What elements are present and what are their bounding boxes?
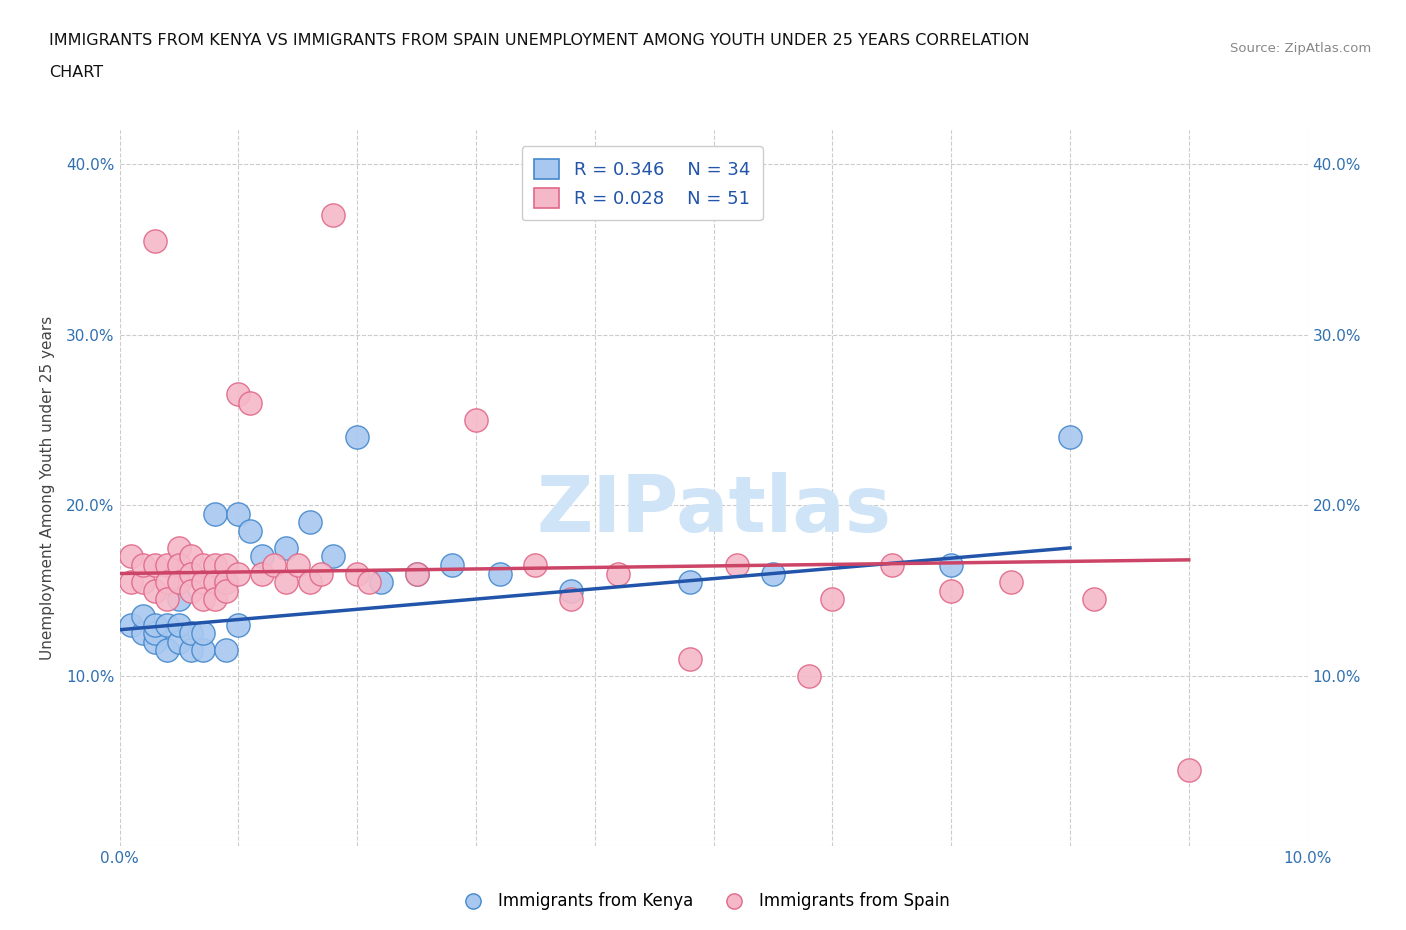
Point (215, 583, 238, 598)
Point (287, 558, 309, 573)
Point (191, 558, 214, 573)
Point (464, 413, 486, 428)
Point (204, 507, 226, 522)
Point (132, 609, 155, 624)
Point (370, 575, 392, 590)
Point (322, 208, 344, 223)
Point (167, 540, 190, 555)
Point (191, 575, 214, 590)
Point (120, 549, 142, 564)
Legend: Immigrants from Kenya, Immigrants from Spain: Immigrants from Kenya, Immigrants from S… (449, 885, 957, 917)
Point (441, 558, 464, 573)
Point (311, 566, 333, 581)
Point (1083, 591, 1105, 606)
Text: CHART: CHART (49, 65, 103, 80)
Point (298, 575, 321, 590)
Point (156, 575, 179, 590)
Point (298, 515, 321, 530)
Point (821, 591, 844, 606)
Point (143, 233, 166, 248)
Point (228, 566, 250, 581)
Point (191, 626, 214, 641)
Text: IMMIGRANTS FROM KENYA VS IMMIGRANTS FROM SPAIN UNEMPLOYMENT AMONG YOUTH UNDER 25: IMMIGRANTS FROM KENYA VS IMMIGRANTS FROM… (49, 33, 1029, 47)
Text: Source: ZipAtlas.com: Source: ZipAtlas.com (1230, 42, 1371, 55)
Point (939, 558, 962, 573)
Point (167, 558, 190, 573)
Point (1178, 763, 1201, 777)
Point (167, 618, 190, 632)
Point (143, 558, 166, 573)
Point (120, 618, 142, 632)
Point (167, 634, 190, 649)
Point (346, 566, 368, 581)
Point (143, 626, 166, 641)
Point (679, 651, 702, 666)
Point (191, 591, 214, 606)
Point (725, 558, 748, 573)
Point (228, 507, 250, 522)
Point (167, 575, 190, 590)
Y-axis label: Unemployment Among Youth under 25 years: Unemployment Among Youth under 25 years (39, 316, 55, 660)
Point (250, 566, 273, 581)
Point (156, 591, 179, 606)
Point (560, 583, 582, 598)
Point (204, 575, 226, 590)
Point (405, 566, 427, 581)
Point (120, 575, 142, 590)
Point (228, 387, 250, 402)
Point (143, 583, 166, 598)
Point (156, 643, 179, 658)
Text: ZIPatlas: ZIPatlas (536, 472, 891, 548)
Point (322, 549, 344, 564)
Point (524, 558, 547, 573)
Point (132, 575, 155, 590)
Point (132, 558, 155, 573)
Point (679, 575, 702, 590)
Point (239, 524, 262, 538)
Point (143, 634, 166, 649)
Point (204, 591, 226, 606)
Point (250, 549, 273, 564)
Point (228, 618, 250, 632)
Point (560, 591, 582, 606)
Point (405, 566, 427, 581)
Point (346, 430, 368, 445)
Point (488, 566, 510, 581)
Point (132, 626, 155, 641)
Point (1059, 430, 1081, 445)
Legend: R = 0.346    N = 34, R = 0.028    N = 51: R = 0.346 N = 34, R = 0.028 N = 51 (522, 146, 763, 220)
Point (215, 643, 238, 658)
Point (156, 618, 179, 632)
Point (180, 583, 202, 598)
Point (180, 566, 202, 581)
Point (204, 558, 226, 573)
Point (939, 583, 962, 598)
Point (797, 669, 820, 684)
Point (180, 643, 202, 658)
Point (180, 549, 202, 564)
Point (167, 591, 190, 606)
Point (880, 558, 903, 573)
Point (274, 540, 297, 555)
Point (143, 618, 166, 632)
Point (239, 395, 262, 410)
Point (1000, 575, 1022, 590)
Point (191, 643, 214, 658)
Point (357, 575, 380, 590)
Point (263, 558, 285, 573)
Point (762, 566, 785, 581)
Point (180, 626, 202, 641)
Point (215, 558, 238, 573)
Point (607, 566, 630, 581)
Point (274, 575, 297, 590)
Point (156, 558, 179, 573)
Point (215, 575, 238, 590)
